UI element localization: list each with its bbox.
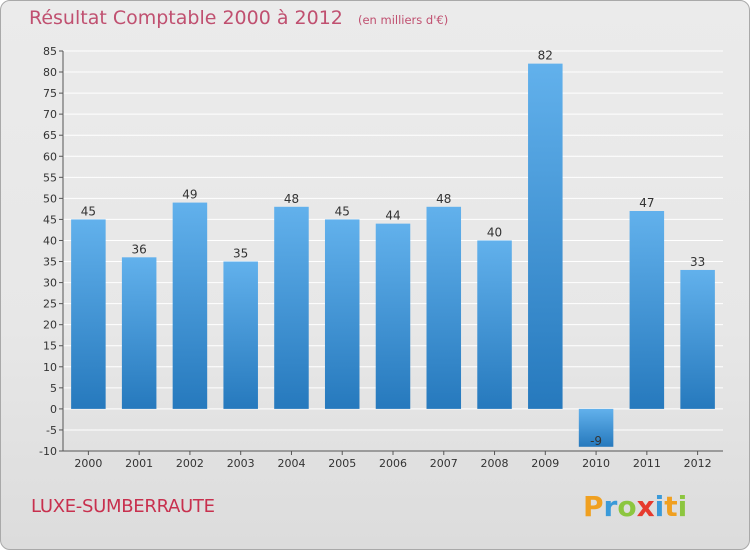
bar-2008 <box>477 240 512 409</box>
x-tick-label: 2004 <box>277 457 305 470</box>
value-labels: 45 36 49 35 48 45 44 48 40 82 -9 47 33 <box>81 49 706 448</box>
value-label: 49 <box>182 188 197 202</box>
bar-2002 <box>172 202 208 409</box>
x-tick-label: 2010 <box>582 457 610 470</box>
bar-2003 <box>223 261 258 409</box>
y-tick-label: -10 <box>39 445 57 458</box>
y-tick-label: 5 <box>50 382 57 395</box>
x-tick-label: 2005 <box>328 457 356 470</box>
y-tick-label: 0 <box>50 403 57 416</box>
logo-text: Proxiti <box>583 490 687 523</box>
commune-name: LUXE-SUMBERRAUTE <box>31 496 215 517</box>
value-label: 44 <box>385 209 400 223</box>
value-label: 33 <box>690 255 705 269</box>
x-tick-label: 2011 <box>633 457 661 470</box>
x-tick-label: 2001 <box>125 457 153 470</box>
y-tick-label: 35 <box>43 256 57 269</box>
y-tick-label: 60 <box>43 150 57 163</box>
y-tick-label: -5 <box>46 424 57 437</box>
value-label: 48 <box>284 192 299 206</box>
y-tick-label: 40 <box>43 234 57 247</box>
bar-2011 <box>629 211 665 409</box>
axes: -10 -5 0 5 10 15 20 25 30 35 40 45 50 55 60 65 70 75 80 85 2… <box>39 45 723 470</box>
x-tick-label: 2000 <box>74 457 102 470</box>
y-tick-label: 20 <box>43 319 57 332</box>
y-tick-label: 75 <box>43 87 57 100</box>
x-tick-label: 2009 <box>531 457 559 470</box>
bar-2001 <box>121 257 157 409</box>
y-tick-label: 45 <box>43 213 57 226</box>
y-tick-label: 65 <box>43 129 57 142</box>
chart-title: Résultat Comptable 2000 à 2012 (en milli… <box>29 7 448 29</box>
value-label: 48 <box>436 192 451 206</box>
bar-chart: -10 -5 0 5 10 15 20 25 30 35 40 45 50 55 60 65 70 75 80 85 2… <box>39 45 723 470</box>
proxiti-logo: Proxiti <box>583 490 687 523</box>
y-tick-label: 30 <box>43 277 57 290</box>
bar-2005 <box>324 219 360 409</box>
bar-2000 <box>71 219 106 409</box>
x-tick-label: 2008 <box>481 457 509 470</box>
value-label: -9 <box>590 434 602 448</box>
x-tick-label: 2003 <box>227 457 255 470</box>
y-tick-label: 80 <box>43 66 57 79</box>
bar-2006 <box>375 223 411 409</box>
value-label: 35 <box>233 247 248 261</box>
y-tick-label: 15 <box>43 340 57 353</box>
y-tick-label: 10 <box>43 361 57 374</box>
x-tick-label: 2007 <box>430 457 458 470</box>
bar-2009 <box>528 63 563 409</box>
bar-2007 <box>426 206 462 409</box>
title-text: Résultat Comptable 2000 à 2012 <box>29 7 343 29</box>
value-label: 36 <box>132 242 147 256</box>
y-tick-label: 85 <box>43 45 57 58</box>
y-tick-label: 70 <box>43 108 57 121</box>
value-label: 45 <box>335 204 350 218</box>
bar-2012 <box>680 269 715 409</box>
y-tick-label: 55 <box>43 171 57 184</box>
value-label: 82 <box>538 49 553 63</box>
y-tick-label: 50 <box>43 192 57 205</box>
value-label: 45 <box>81 204 96 218</box>
bar-2004 <box>274 206 309 409</box>
bars <box>71 63 715 447</box>
title-unit: (en milliers d'€) <box>357 13 449 27</box>
value-label: 47 <box>639 196 654 210</box>
x-tick-label: 2002 <box>176 457 204 470</box>
y-tick-label: 25 <box>43 298 57 311</box>
value-label: 40 <box>487 225 502 239</box>
x-tick-label: 2006 <box>379 457 407 470</box>
bar-2010 <box>578 408 614 447</box>
x-tick-label: 2012 <box>684 457 712 470</box>
